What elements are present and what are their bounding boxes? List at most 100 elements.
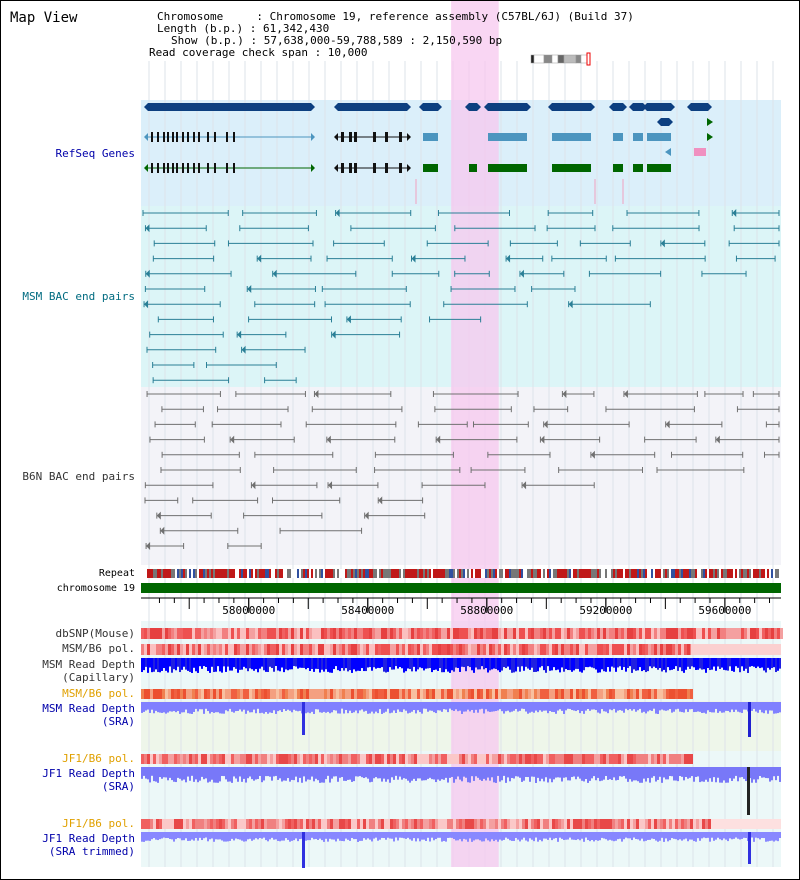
msm-sra-depth-bar — [163, 702, 165, 713]
jf1-trimmed-depth-bar — [683, 832, 685, 840]
msm-sra-depth-bar — [683, 702, 685, 713]
msm-capillary-depth-bar — [365, 658, 367, 672]
msm-b6-pol-mark — [201, 644, 204, 655]
msm-b6-pol-mark — [261, 644, 264, 655]
jf1-trimmed-depth-bar — [153, 832, 155, 839]
msm-b6-pol2-mark — [657, 689, 660, 699]
jf1-pol-mark — [372, 754, 375, 764]
jf1-trimmed-depth-bar — [477, 832, 479, 840]
jf1-pol2-mark — [204, 819, 207, 829]
msm-b6-pol2-mark — [666, 689, 669, 699]
jf1-pol2-mark — [651, 819, 654, 829]
repeat-mark — [147, 569, 149, 578]
dbsnp-mark — [441, 628, 444, 639]
msm-sra-depth-bar — [429, 702, 431, 711]
repeat-mark — [467, 569, 469, 578]
repeat-mark — [583, 569, 585, 578]
msm-sra-depth-bar — [679, 702, 681, 712]
exon — [226, 132, 228, 142]
repeat-mark — [455, 569, 457, 578]
jf1-trimmed-depth-bar — [347, 832, 349, 840]
msm-sra-depth-bar — [769, 702, 771, 711]
gene-strand-arrow — [609, 103, 613, 111]
dbsnp-mark — [270, 628, 273, 639]
msm-sra-depth-bar — [147, 702, 149, 710]
jf1-pol2-mark — [348, 819, 351, 829]
jf1-pol-mark — [324, 754, 327, 764]
msm-capillary-depth-bar — [689, 658, 691, 669]
jf1-sra-depth-bar — [527, 767, 529, 778]
msm-sra-depth-bar — [665, 702, 667, 711]
msm-b6-pol-mark — [651, 644, 654, 655]
jf1-trimmed-depth-bar — [473, 832, 475, 841]
msm-b6-pol-mark — [147, 644, 150, 655]
msm-b6-pol2-mark — [600, 689, 603, 699]
msm-capillary-depth-bar — [263, 658, 265, 671]
repeat-mark — [531, 569, 533, 578]
dbsnp-mark — [210, 628, 213, 639]
msm-capillary-depth-bar — [485, 658, 487, 669]
jf1-trimmed-depth-bar — [713, 832, 715, 841]
msm-capillary-depth-bar — [505, 658, 507, 669]
gene-strand-arrow — [407, 103, 411, 111]
repeat-mark — [597, 569, 599, 578]
msm-b6-pol2-mark — [372, 689, 375, 699]
jf1-pol2-mark — [405, 819, 408, 829]
msm-b6-pol2-mark — [366, 689, 369, 699]
jf1-trimmed-depth-bar — [581, 832, 583, 839]
msm-capillary-depth-bar — [603, 658, 605, 672]
msm-b6-pol2-mark — [486, 689, 489, 699]
repeat-mark — [779, 569, 781, 578]
msm-sra-depth-bar — [463, 702, 465, 712]
exon — [163, 163, 165, 173]
dbsnp-mark — [285, 628, 288, 639]
jf1-pol2-mark — [318, 819, 321, 829]
repeat-mark — [289, 569, 291, 578]
jf1-trimmed-depth-bar — [739, 832, 741, 840]
repeat-mark — [465, 569, 467, 578]
jf1-pol-mark — [336, 754, 339, 764]
repeat-mark — [373, 569, 375, 578]
jf1-pol-mark — [669, 754, 672, 764]
track-label-refseq-genes[interactable]: RefSeq Genes — [55, 147, 135, 160]
jf1-sra-depth-bar — [177, 767, 179, 778]
jf1-pol2-mark — [504, 819, 507, 829]
jf1-trimmed-depth-bar — [491, 832, 493, 840]
jf1-sra-depth-bar — [169, 767, 171, 778]
msm-sra-depth-bar — [447, 702, 449, 713]
jf1-trimmed-depth-bar — [261, 832, 263, 839]
jf1-sra-depth-bar — [511, 767, 513, 778]
msm-sra-depth-bar — [681, 702, 683, 713]
repeat-mark — [391, 569, 393, 578]
repeat-mark — [503, 569, 505, 578]
jf1-pol2-mark — [441, 819, 444, 829]
msm-capillary-depth-bar — [657, 658, 659, 670]
jf1-pol-mark — [549, 754, 552, 764]
jf1-sra-depth-bar — [539, 767, 541, 782]
repeat-mark — [405, 569, 407, 578]
repeat-mark — [401, 569, 403, 578]
dbsnp-mark — [228, 628, 231, 639]
repeat-mark — [151, 569, 153, 578]
msm-b6-pol-mark — [513, 644, 516, 655]
jf1-trimmed-depth-bar — [465, 832, 467, 840]
msm-capillary-depth-bar — [471, 658, 473, 671]
msm-sra-depth-bar — [197, 702, 199, 712]
track-label-b6n-bac[interactable]: B6N BAC end pairs — [22, 470, 135, 483]
jf1-sra-depth-bar — [461, 767, 463, 782]
jf1-pol-mark — [471, 754, 474, 764]
msm-sra-depth-bar — [581, 702, 583, 712]
repeat-mark — [179, 569, 181, 578]
track-label-msm-bac[interactable]: MSM BAC end pairs — [22, 290, 135, 303]
chromosome-bar — [141, 583, 781, 593]
jf1-trimmed-depth-bar — [269, 832, 271, 840]
msm-sra-depth-bar — [449, 702, 451, 709]
msm-sra-depth-bar — [761, 702, 763, 713]
jf1-trimmed-depth-bar — [659, 832, 661, 841]
track-label-msm-depth-cap: MSM Read Depth (Capillary) — [42, 658, 135, 684]
repeat-mark — [443, 569, 445, 578]
msm-b6-pol2-mark — [537, 689, 540, 699]
jf1-sra-depth-bar — [197, 767, 199, 783]
repeat-mark — [627, 569, 629, 578]
